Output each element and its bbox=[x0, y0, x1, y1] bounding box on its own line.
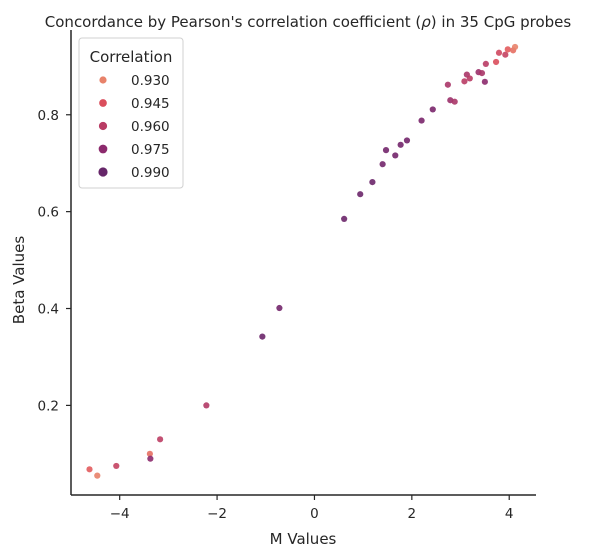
legend-title: Correlation bbox=[90, 48, 173, 66]
data-point-31 bbox=[502, 51, 509, 58]
x-tick-label: 0 bbox=[310, 506, 319, 522]
data-points bbox=[86, 43, 519, 479]
chart-title-suffix: ) in 35 CpG probes bbox=[431, 13, 572, 31]
legend-label-2: 0.960 bbox=[131, 119, 170, 135]
data-point-29 bbox=[492, 58, 500, 66]
chart-title-text: Concordance by Pearson's correlation coe… bbox=[45, 13, 421, 31]
data-point-12 bbox=[379, 161, 386, 168]
data-point-17 bbox=[418, 117, 425, 124]
data-point-8 bbox=[276, 304, 283, 312]
x-tick-label: −4 bbox=[110, 506, 130, 522]
chart-title: Concordance by Pearson's correlation coe… bbox=[45, 13, 572, 31]
data-point-18 bbox=[429, 106, 436, 113]
data-point-30 bbox=[495, 49, 503, 56]
x-tick-label: 2 bbox=[408, 506, 417, 522]
data-point-34 bbox=[511, 43, 519, 51]
x-tick-label: −2 bbox=[207, 506, 227, 522]
legend-marker-4 bbox=[98, 167, 108, 177]
y-tick-label: 0.8 bbox=[38, 108, 59, 124]
data-point-9 bbox=[341, 215, 348, 223]
data-point-19 bbox=[444, 81, 451, 88]
data-point-11 bbox=[369, 178, 376, 186]
data-point-27 bbox=[481, 78, 488, 85]
legend-entries: 0.930 0.945 0.960 0.975 0.990 bbox=[98, 73, 170, 181]
data-point-7 bbox=[259, 333, 266, 340]
data-point-28 bbox=[482, 60, 489, 68]
data-point-5 bbox=[157, 436, 164, 443]
data-point-24 bbox=[466, 75, 473, 82]
legend-label-4: 0.990 bbox=[131, 165, 170, 181]
data-point-21 bbox=[451, 98, 458, 105]
y-tick-label: 0.2 bbox=[38, 398, 59, 414]
x-tick-label: 4 bbox=[505, 506, 514, 522]
legend-label-1: 0.945 bbox=[131, 96, 170, 112]
data-point-22 bbox=[461, 78, 468, 85]
legend-marker-2 bbox=[98, 121, 108, 131]
legend-marker-1 bbox=[99, 99, 107, 107]
data-point-15 bbox=[397, 141, 404, 148]
y-tick-label: 0.6 bbox=[38, 205, 59, 221]
y-tick-label: 0.4 bbox=[38, 302, 59, 318]
data-point-16 bbox=[403, 137, 411, 144]
legend-marker-3 bbox=[98, 144, 108, 154]
x-axis-label: M Values bbox=[270, 530, 337, 548]
y-axis-ticks: 0.2 0.4 0.6 0.8 bbox=[38, 108, 71, 414]
data-point-32 bbox=[504, 46, 511, 53]
data-point-0 bbox=[86, 466, 93, 473]
data-point-4 bbox=[147, 455, 154, 462]
data-point-10 bbox=[357, 191, 364, 198]
legend-marker-0 bbox=[99, 76, 107, 84]
y-axis-label: Beta Values bbox=[10, 236, 28, 325]
legend: Correlation 0.930 0.945 0.960 0.975 0.990 bbox=[78, 37, 184, 189]
data-point-2 bbox=[113, 462, 120, 470]
data-point-6 bbox=[203, 402, 210, 409]
legend-label-0: 0.930 bbox=[131, 73, 170, 89]
data-point-14 bbox=[392, 152, 399, 159]
data-point-1 bbox=[94, 472, 101, 479]
data-point-13 bbox=[382, 147, 390, 154]
data-point-3 bbox=[146, 450, 153, 457]
chart-title-symbol: ρ bbox=[421, 13, 431, 31]
legend-label-3: 0.975 bbox=[131, 142, 170, 158]
x-axis-ticks: −4 −2 0 2 4 bbox=[110, 495, 514, 522]
data-point-26 bbox=[478, 70, 486, 77]
